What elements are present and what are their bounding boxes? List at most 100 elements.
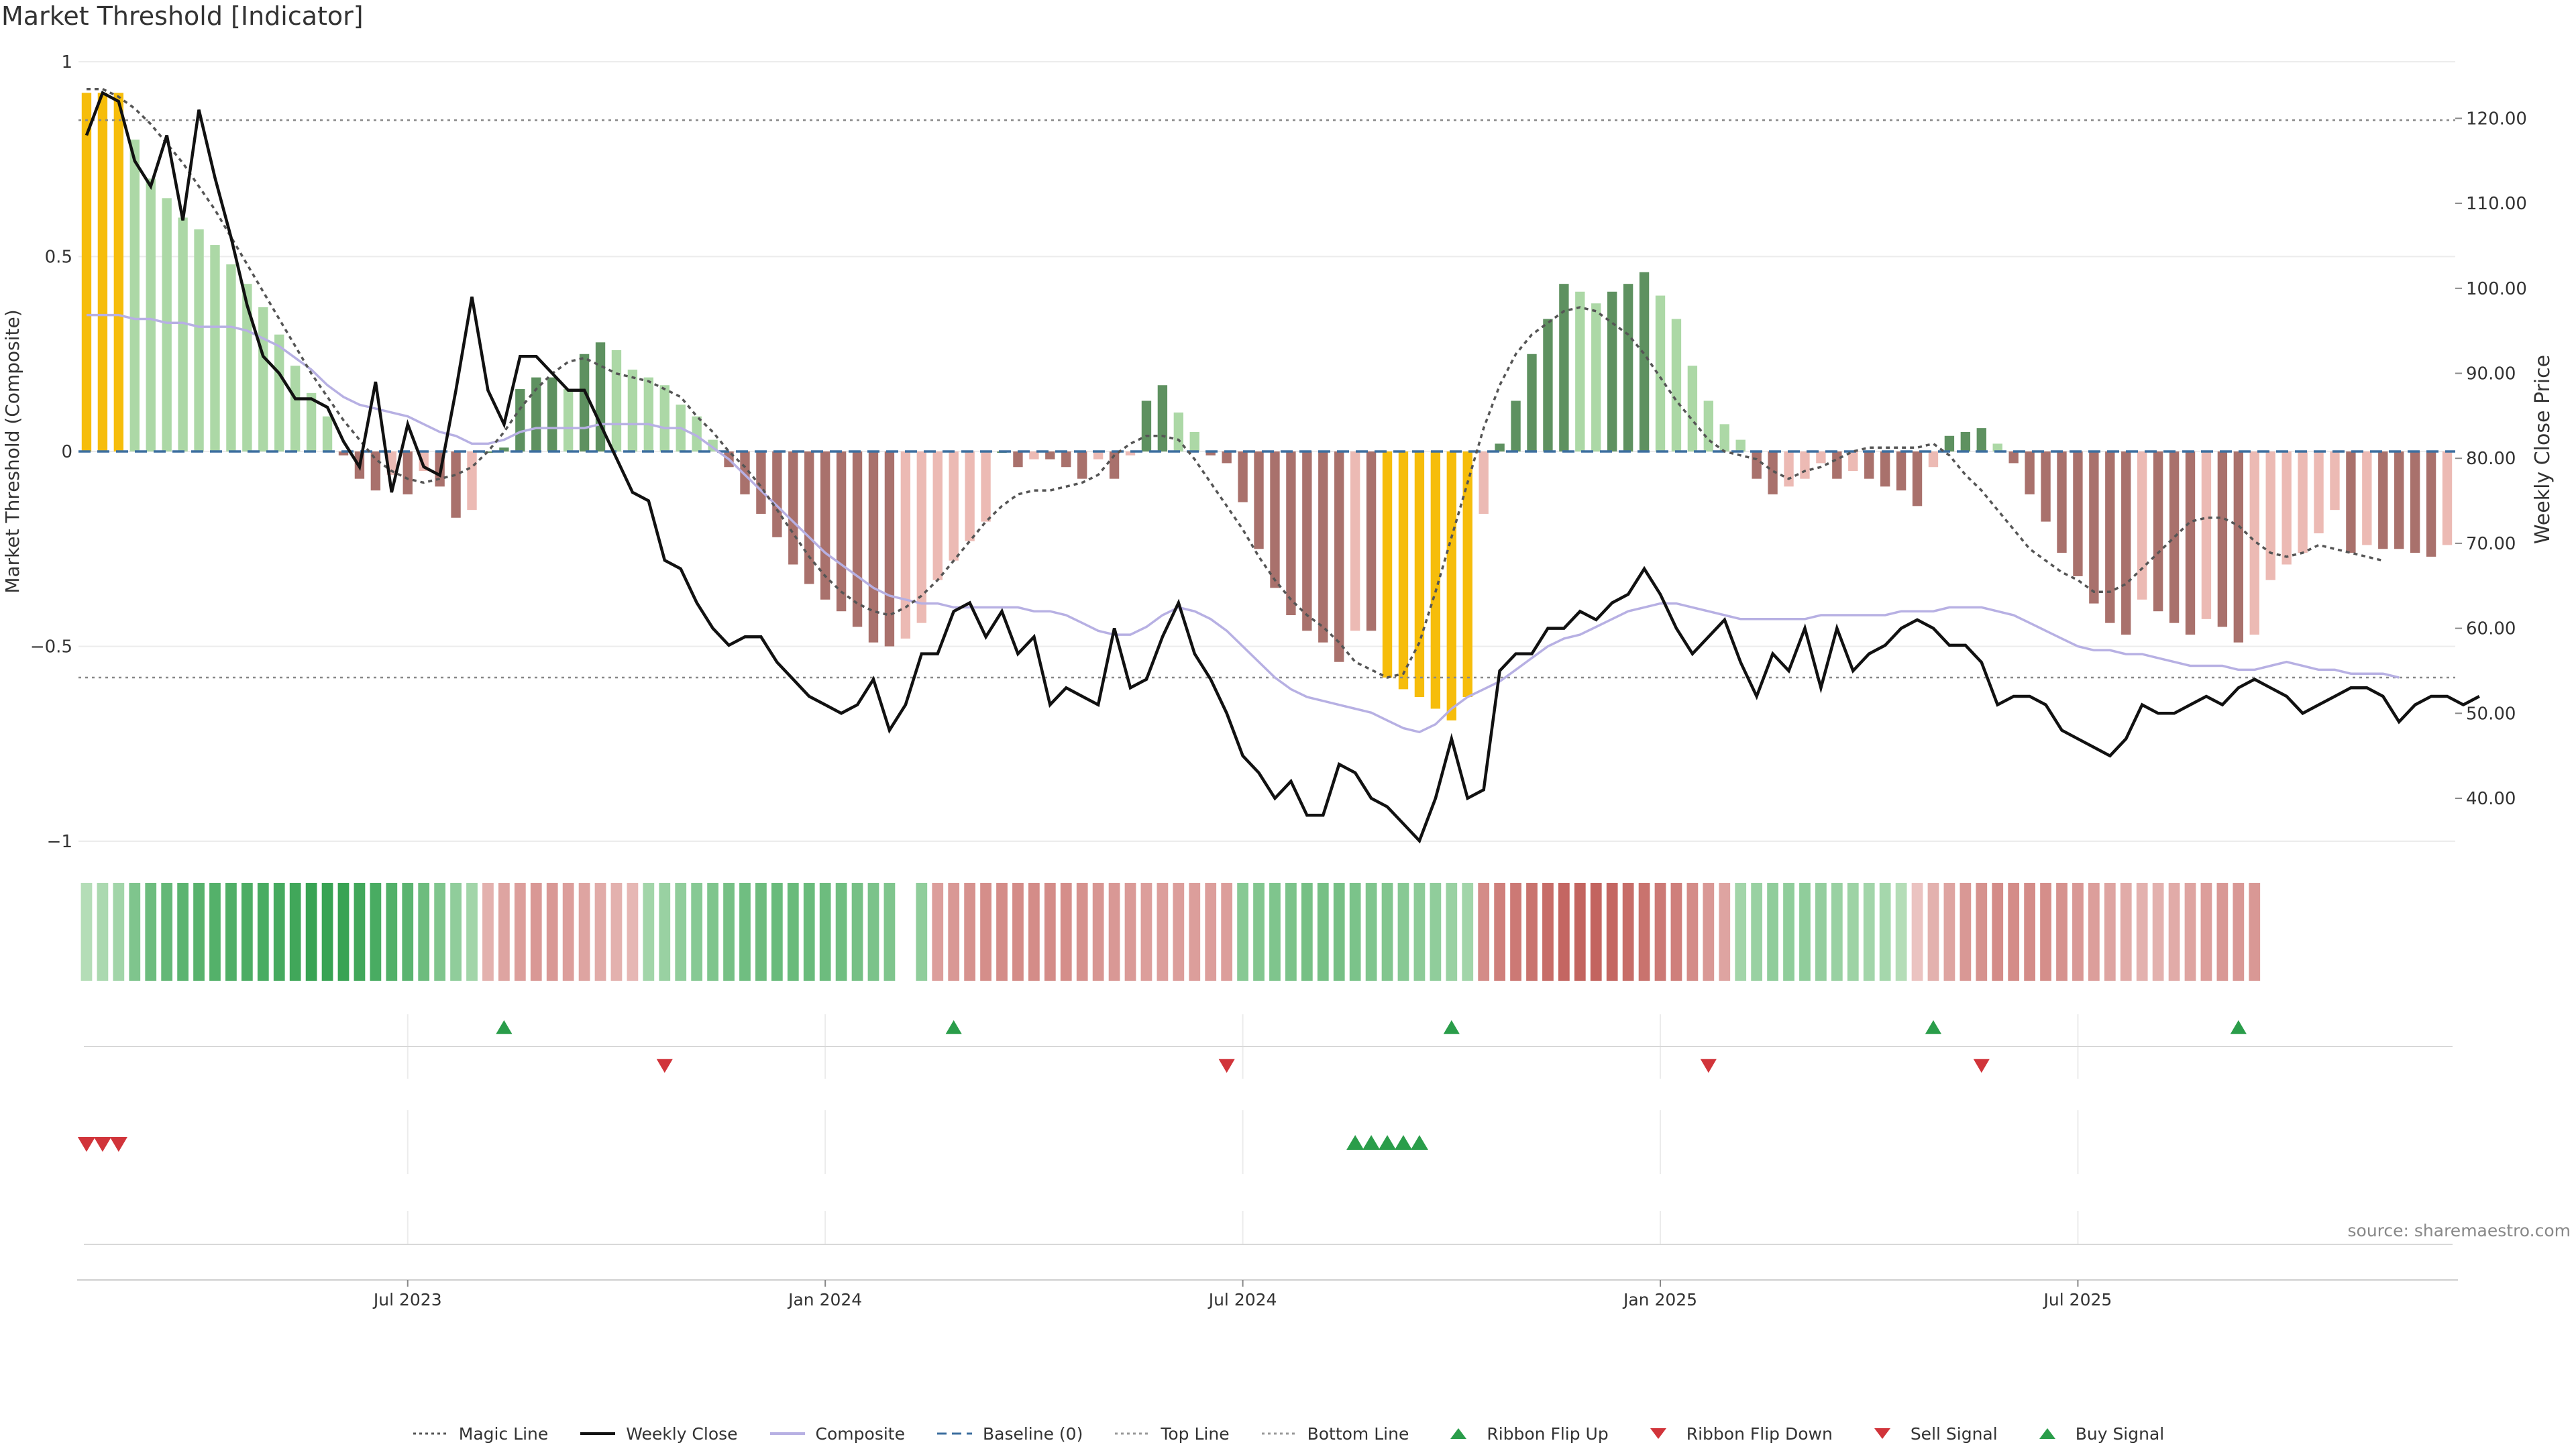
legend-label: Sell Signal [1910, 1424, 1998, 1444]
composite-bar [210, 245, 220, 451]
composite-bar [146, 178, 156, 451]
composite-bar [563, 389, 574, 451]
ribbon-cell [1558, 883, 1570, 981]
ribbon-cell [1542, 883, 1554, 981]
ribbon-cell [1638, 883, 1650, 981]
composite-bar [1800, 451, 1810, 479]
legend-label: Ribbon Flip Down [1686, 1424, 1833, 1444]
ribbon-cell [835, 883, 847, 981]
composite-bar [274, 334, 284, 451]
ribbon-cell [370, 883, 382, 981]
legend-line-icon [413, 1432, 448, 1435]
buy-signal-marker [1410, 1134, 1428, 1150]
y-right-tick-label: 120.00 [2466, 109, 2527, 129]
ribbon-cell [1462, 883, 1474, 981]
ribbon-cell [177, 883, 189, 981]
ribbon-cell [386, 883, 398, 981]
ribbon-cell [2040, 883, 2051, 981]
composite-bar [2394, 451, 2404, 549]
legend-label: Magic Line [458, 1424, 549, 1444]
composite-bar [2330, 451, 2340, 511]
composite-bar [1735, 439, 1746, 451]
ribbon-cell [193, 883, 205, 981]
ribbon-cell [1606, 883, 1618, 981]
ribbon-cell [2184, 883, 2196, 981]
y-right-tick-label: 60.00 [2466, 619, 2516, 639]
composite-bar [1318, 451, 1328, 643]
composite-bar [1350, 451, 1360, 631]
ribbon-cell [1301, 883, 1313, 981]
ribbon-flip-up-marker [2230, 1020, 2247, 1034]
ribbon-cell [1976, 883, 1988, 981]
composite-bar [1832, 451, 1842, 479]
composite-bar [1173, 412, 1184, 451]
ribbon-cell [1446, 883, 1458, 981]
ribbon-cell [1237, 883, 1248, 981]
composite-bar [81, 93, 92, 452]
composite-bar [1976, 428, 1986, 451]
ribbon-cell [2088, 883, 2100, 981]
composite-bar [1864, 451, 1874, 479]
ribbon-cell [2168, 883, 2180, 981]
composite-bar [1366, 451, 1377, 631]
ribbon-cell [2136, 883, 2148, 981]
composite-bar [515, 389, 525, 451]
ribbon-cell [241, 883, 253, 981]
composite-bar [1992, 443, 2002, 451]
composite-bar [772, 451, 782, 537]
composite-bar [1784, 451, 1794, 487]
ribbon-flip-down-marker [1973, 1059, 1990, 1073]
composite-bar [852, 451, 863, 627]
buy-signal-marker [1362, 1134, 1381, 1150]
composite-bar [1511, 400, 1521, 451]
ribbon-cell [1943, 883, 1955, 981]
ribbon-cell [2216, 883, 2229, 981]
buy-signal-marker [1394, 1134, 1412, 1150]
ribbon-cell [1012, 883, 1024, 981]
composite-bar [1382, 451, 1393, 678]
ribbon-cell [434, 883, 446, 981]
y-right-tick-label: 90.00 [2466, 364, 2516, 384]
ribbon-cell [1269, 883, 1281, 981]
composite-bar [113, 93, 124, 452]
ribbon-cell [80, 883, 93, 981]
y-left-tick-label: −1 [47, 832, 72, 852]
triangle-up-icon [1450, 1428, 1467, 1439]
composite-bar [1398, 451, 1409, 690]
x-tick-label: Jul 2023 [372, 1290, 442, 1309]
ribbon-cell [1092, 883, 1104, 981]
ribbon-cell [337, 883, 350, 981]
sell-signal-marker [77, 1136, 95, 1152]
composite-bar [2314, 451, 2324, 534]
composite-bar [1189, 431, 1199, 451]
composite-bar [916, 451, 926, 623]
legend-line-icon [936, 1432, 972, 1435]
ribbon-cell [1590, 883, 1602, 981]
ribbon-cell [1847, 883, 1859, 981]
ribbon-cell [305, 883, 317, 981]
ribbon-cell [97, 883, 109, 981]
ribbon-cell [1831, 883, 1843, 981]
legend-label: Top Line [1161, 1424, 1230, 1444]
ribbon-cell [1703, 883, 1715, 981]
ribbon-cell [289, 883, 301, 981]
composite-bar [547, 377, 557, 451]
composite-bar [1703, 400, 1714, 451]
y-right-tick-label: 40.00 [2466, 789, 2516, 809]
ribbon-cell [723, 883, 735, 981]
composite-bar [2008, 451, 2019, 464]
composite-bar [788, 451, 798, 565]
composite-bar [499, 447, 509, 451]
ribbon-cell [1044, 883, 1056, 981]
ribbon-cell [867, 883, 879, 981]
composite-bar [2298, 451, 2308, 553]
ribbon-cell [1478, 883, 1490, 981]
ribbon-cell [948, 883, 960, 981]
legend-item: Magic Line [412, 1424, 549, 1444]
ribbon-flip-up-marker [1443, 1020, 1460, 1034]
ribbon-cell [1895, 883, 1907, 981]
ribbon-cell [1285, 883, 1297, 981]
sell-signal-marker [109, 1136, 127, 1152]
composite-bar [595, 342, 606, 451]
legend-item: Top Line [1114, 1424, 1230, 1444]
